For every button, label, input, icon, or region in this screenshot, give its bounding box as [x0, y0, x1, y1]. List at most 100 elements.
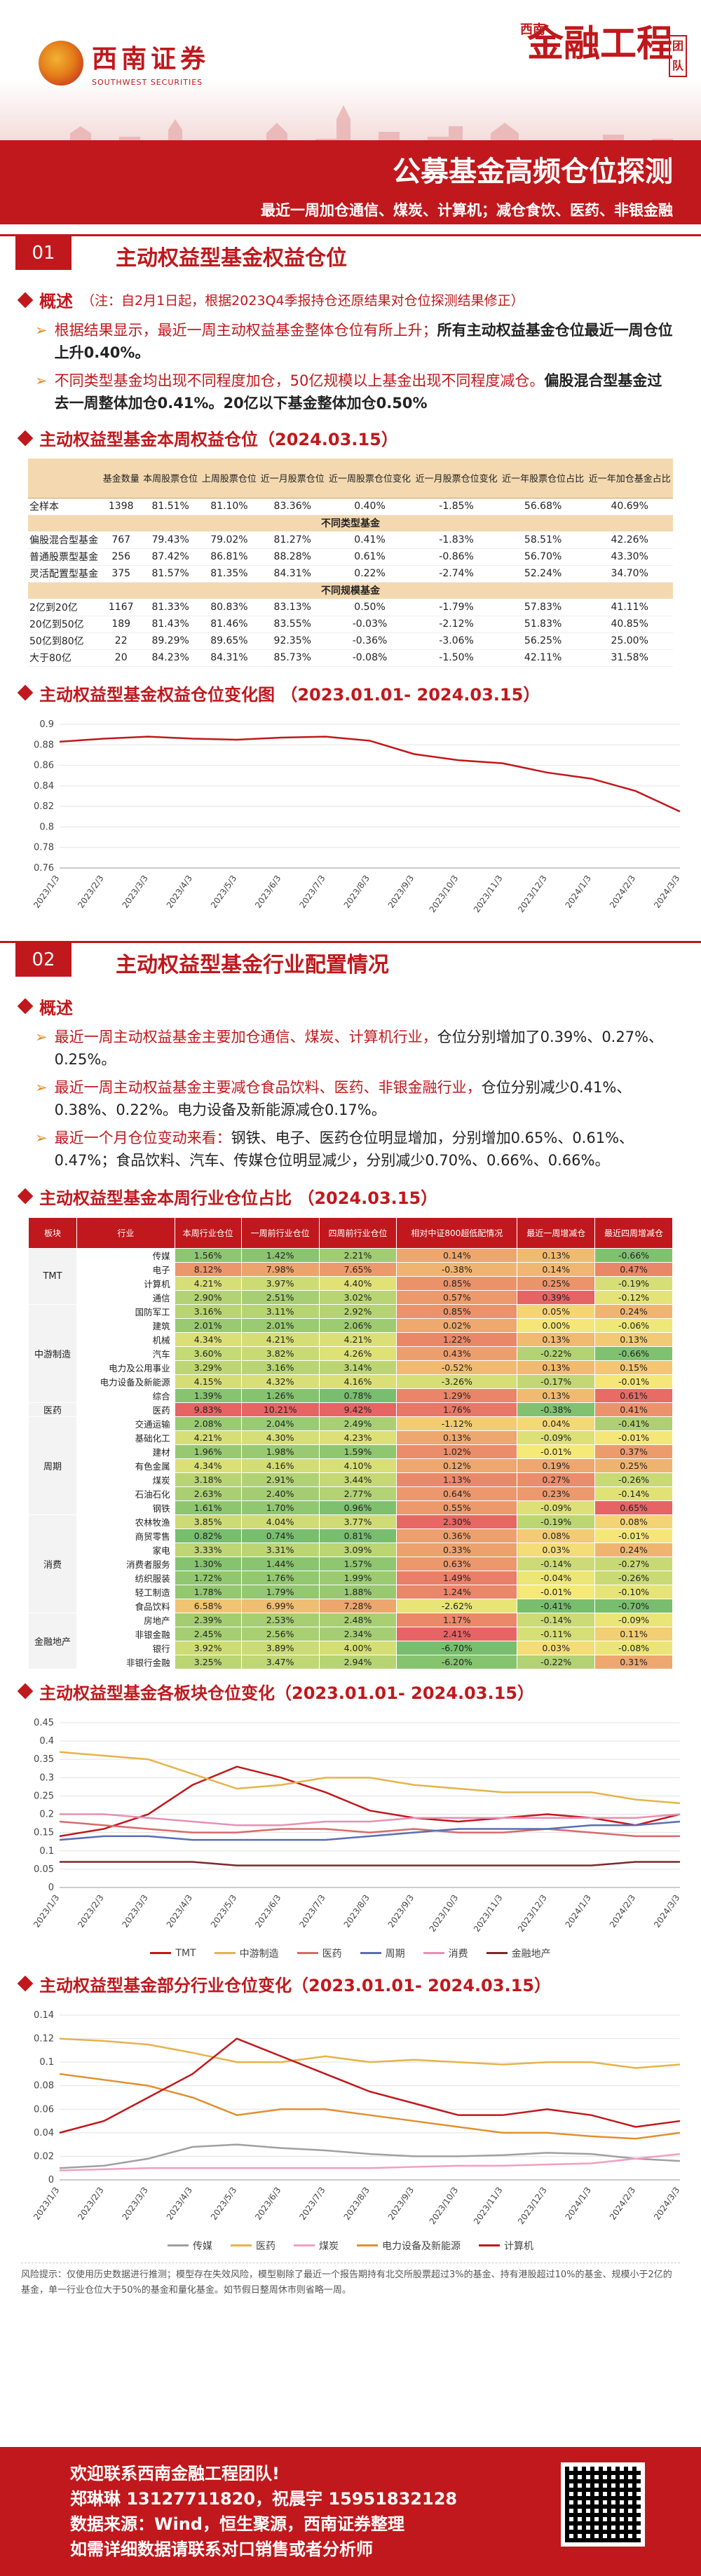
- value-cell: 0.78%: [318, 1388, 397, 1403]
- value-cell: 4.21%: [174, 1275, 242, 1291]
- series-line: [59, 2153, 681, 2171]
- value-cell: 1.57%: [318, 1556, 397, 1571]
- table-cell: 1167: [101, 599, 142, 616]
- industry-cell: 石油石化: [76, 1486, 175, 1501]
- y-tick-label: 0.35: [34, 1754, 54, 1765]
- x-tick-label: 2023/1/3: [32, 2185, 61, 2221]
- value-cell: 4.21%: [318, 1331, 397, 1347]
- value-cell: -0.17%: [517, 1374, 596, 1389]
- value-cell: 2.51%: [240, 1289, 320, 1305]
- industry-cell: 电力及公用事业: [76, 1360, 175, 1375]
- team-small: 西南: [519, 22, 545, 37]
- legend-item: 电力设备及新能源: [357, 2239, 461, 2253]
- value-cell: -0.52%: [396, 1360, 518, 1375]
- sector-cell: 消费: [27, 1514, 78, 1613]
- value-cell: 1.42%: [240, 1247, 320, 1263]
- industry-cell: 农林牧渔: [76, 1514, 175, 1529]
- series-line: [59, 1820, 680, 1837]
- table-row: 煤炭 3.18% 2.91% 3.44% 1.13% 0.27% -0.26%: [29, 1472, 673, 1487]
- y-tick-label: 0.88: [34, 740, 54, 750]
- table-cell: -2.12%: [413, 616, 500, 633]
- chart1-title: 主动权益型基金权益仓位变化图 （2023.01.01- 2024.03.15）: [39, 684, 540, 705]
- value-cell: 2.94%: [318, 1654, 397, 1669]
- y-tick-label: 0.76: [34, 863, 54, 874]
- table-row: 非银金融 2.45% 2.56% 2.34% 2.41% -0.11% 0.11%: [29, 1626, 673, 1641]
- legend-item: 计算机: [479, 2239, 533, 2253]
- y-tick-label: 0.45: [34, 1718, 54, 1728]
- page-subtitle: 最近一周加仓通信、煤炭、计算机；减仓食饮、医药、非银金融: [261, 202, 673, 219]
- table-row: 钢铁 1.61% 1.70% 0.96% 0.55% -0.09% 0.65%: [29, 1500, 673, 1515]
- value-cell: 3.60%: [174, 1345, 242, 1361]
- value-cell: 8.12%: [174, 1261, 242, 1277]
- industry-cell: 综合: [76, 1388, 175, 1403]
- x-tick-label: 2023/10/3: [428, 2185, 461, 2225]
- x-tick-label: 2023/5/3: [209, 1892, 238, 1929]
- x-tick-label: 2023/4/3: [165, 2185, 194, 2221]
- legend-swatch: [294, 2244, 315, 2246]
- table-cell: 84.31%: [200, 649, 259, 667]
- value-cell: 3.16%: [240, 1360, 320, 1375]
- value-cell: 0.31%: [594, 1654, 673, 1669]
- value-cell: 0.47%: [594, 1261, 673, 1277]
- x-tick-label: 2023/7/3: [297, 2185, 327, 2221]
- value-cell: -6.70%: [396, 1640, 518, 1655]
- value-cell: 0.05%: [517, 1303, 596, 1319]
- y-tick-label: 0.06: [34, 2104, 54, 2115]
- value-cell: -0.09%: [594, 1612, 673, 1627]
- value-cell: 2.41%: [396, 1626, 518, 1641]
- y-tick-label: 0.4: [39, 1736, 54, 1747]
- value-cell: -0.06%: [594, 1317, 673, 1333]
- value-cell: -0.38%: [396, 1261, 518, 1277]
- table-cell: -1.83%: [413, 531, 500, 549]
- footer-line: 数据来源：Wind，恒生聚源，西南证券整理: [70, 2514, 404, 2534]
- value-cell: 4.30%: [240, 1430, 320, 1445]
- value-cell: -0.01%: [594, 1528, 673, 1543]
- x-tick-label: 2023/8/3: [342, 873, 372, 909]
- table-row: TMT 传媒 1.56% 1.42% 2.21% 0.14% 0.13% -0.66%: [27, 1247, 673, 1305]
- value-cell: -0.14%: [594, 1486, 673, 1501]
- chart2-title: 主动权益型基金各板块仓位变化（2023.01.01- 2024.03.15）: [39, 1683, 534, 1703]
- legend-swatch: [231, 2244, 252, 2246]
- x-tick-label: 2023/3/3: [120, 1892, 149, 1929]
- bullet: ➢ 最近一周主动权益基金主要减仓食品饮料、医药、非银金融行业，仓位分别减少0.41…: [0, 1073, 701, 1124]
- legend-swatch: [423, 1952, 444, 1954]
- value-cell: -6.20%: [396, 1654, 518, 1669]
- legend-item: 消费: [423, 1946, 468, 1960]
- table-row: 消费者服务 1.30% 1.44% 1.57% 0.63% -0.14% -0.27%: [29, 1556, 673, 1571]
- arrow-icon: ➢: [35, 1129, 48, 1146]
- series-line: [59, 1820, 681, 1841]
- sector-cell: 金融地产: [27, 1612, 78, 1669]
- table-cell: 56.25%: [499, 632, 587, 650]
- value-cell: 0.14%: [396, 1247, 518, 1263]
- value-cell: 0.65%: [594, 1500, 673, 1515]
- value-cell: 0.12%: [396, 1458, 518, 1473]
- value-cell: 0.19%: [517, 1458, 596, 1473]
- value-cell: 0.39%: [517, 1289, 596, 1305]
- value-cell: -0.26%: [594, 1472, 673, 1487]
- x-tick-label: 2023/2/3: [76, 873, 105, 909]
- table-cell: 58.51%: [499, 531, 587, 549]
- value-cell: 0.82%: [174, 1528, 242, 1543]
- x-tick-label: 2023/11/3: [472, 873, 505, 914]
- legend-item: 中游制造: [214, 1946, 279, 1960]
- value-cell: 4.16%: [240, 1458, 320, 1473]
- table-header-row: 板块 行业 本周行业仓位 一周前行业仓位 四周前行业仓位 相对中证800超低配情况 最近一周…: [27, 1216, 673, 1249]
- value-cell: -0.70%: [594, 1598, 673, 1613]
- overview-heading: 概述: [0, 990, 701, 1023]
- value-cell: 2.92%: [318, 1303, 397, 1319]
- x-tick-label: 2023/10/3: [428, 873, 461, 914]
- legend-swatch: [486, 1952, 508, 1954]
- legend-item: 金融地产: [486, 1946, 551, 1960]
- legend-label: 周期: [385, 1948, 405, 1960]
- value-cell: 0.64%: [396, 1486, 518, 1501]
- series-line: [59, 735, 681, 813]
- value-cell: 0.61%: [594, 1388, 673, 1403]
- table-cell: 189: [101, 616, 142, 633]
- table-cell: 全样本: [28, 498, 102, 515]
- value-cell: -0.41%: [517, 1598, 596, 1613]
- equity-position-table: 基金数量 本周股票仓位 上周股票仓位 近一月股票仓位 近一周股票仓位变化 近一月股票仓位变…: [28, 459, 673, 667]
- industry-cell: 医药: [76, 1402, 175, 1417]
- chart3-heading: 主动权益型基金部分行业仓位变化（2023.01.01- 2024.03.15）: [0, 1967, 701, 2000]
- bullet-text: 仓位分别减少0.41%、0.38%、0.22%。电力设备及新能源减仓0.17%。: [54, 1078, 632, 1118]
- table-cell: -0.36%: [326, 632, 414, 650]
